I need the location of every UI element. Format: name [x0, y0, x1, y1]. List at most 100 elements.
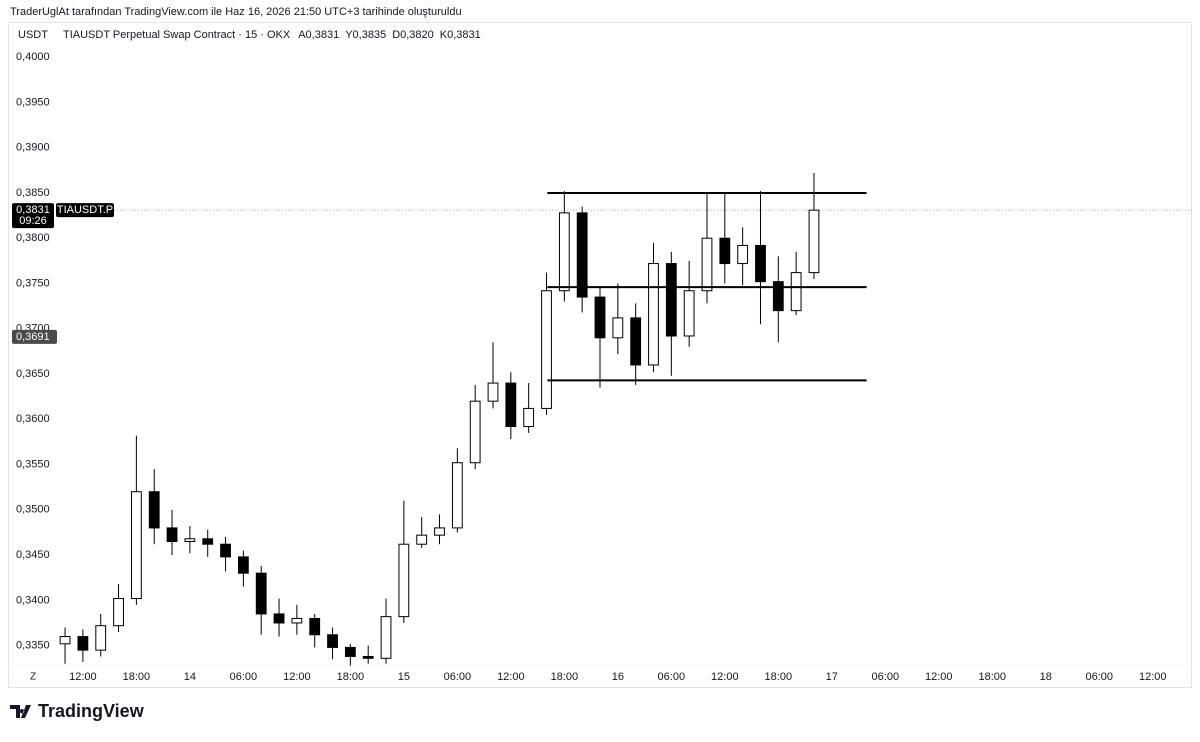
chart-title: TIAUSDT Perpetual Swap Contract · 15 · O… — [63, 29, 291, 41]
brand-logo: TradingView — [10, 701, 145, 721]
candle-body — [523, 407, 535, 428]
candle-body — [130, 491, 142, 600]
x-tick-label: 17 — [826, 671, 838, 683]
grid-layer — [8, 209, 1192, 667]
y-tick-label: 0,3500 — [16, 504, 50, 516]
x-tick-label: 06:00 — [444, 671, 472, 683]
x-tick-label: 18:00 — [551, 671, 579, 683]
x-tick-label: 06:00 — [230, 671, 258, 683]
candle-body — [451, 462, 463, 529]
x-tick-label: 12:00 — [283, 671, 311, 683]
y-tick-label: 0,3450 — [16, 549, 50, 561]
x-tick-label: 16 — [612, 671, 624, 683]
candle-body — [362, 655, 374, 659]
candle-body — [737, 244, 749, 265]
candle-body — [255, 572, 267, 615]
labels-layer: 0,40000,39500,39000,38500,38000,37500,37… — [12, 51, 1167, 683]
x-tick-label: 12:00 — [497, 671, 525, 683]
x-tick-label: 12:00 — [711, 671, 739, 683]
currency: USDT — [18, 29, 48, 41]
candle-body — [790, 272, 802, 312]
symbol-tag-box — [56, 203, 114, 218]
y-tick-label: 0,3850 — [16, 187, 50, 199]
candle-body — [380, 616, 392, 659]
y-tick-label: 0,3600 — [16, 413, 50, 425]
y-tick-label: 0,3400 — [16, 594, 50, 606]
logo-icon — [10, 705, 31, 718]
candle-body — [808, 209, 820, 274]
candle-body — [505, 382, 517, 428]
candle-body — [291, 617, 303, 624]
candle-body — [434, 527, 445, 536]
candle-body — [594, 296, 606, 339]
y-tick-label: 0,3900 — [16, 142, 50, 154]
candle-body — [665, 263, 677, 337]
candle-body — [237, 556, 249, 574]
candle-body — [327, 634, 338, 648]
candle-body — [469, 400, 481, 464]
ohlc-value: A0,3831 — [298, 29, 339, 41]
last-price-label: 0,3831 — [16, 204, 50, 216]
candle-body — [772, 281, 784, 312]
x-tick-label: 12:00 — [925, 671, 953, 683]
candle-body — [487, 382, 499, 402]
candle-body — [576, 212, 588, 298]
candle-body — [630, 317, 642, 366]
y-tick-label: 0,3650 — [16, 368, 50, 380]
candle-body — [719, 237, 731, 265]
candle-body — [59, 636, 71, 645]
candle-body — [273, 613, 285, 624]
candle-body — [416, 534, 428, 545]
candle-body — [755, 244, 766, 283]
x-tick-label: 06:00 — [658, 671, 686, 683]
candle-body — [398, 543, 410, 618]
candle-body — [648, 263, 659, 366]
candle-body — [558, 212, 570, 292]
timezone-button[interactable]: Z — [30, 672, 36, 683]
candle-body — [683, 290, 695, 337]
crosshair-price-box — [12, 329, 57, 344]
x-tick-label: 12:00 — [69, 671, 97, 683]
symbol-tag: TIAUSDT.P — [57, 204, 113, 216]
candle-body — [148, 491, 160, 529]
x-tick-label: 18:00 — [337, 671, 365, 683]
x-tick-label: 14 — [184, 671, 196, 683]
ohlc-value: D0,3820 — [392, 29, 434, 41]
x-tick-label: 18:00 — [765, 671, 793, 683]
marks-layer — [59, 173, 867, 666]
brand-name: TradingView — [38, 701, 145, 721]
x-tick-label: 18:00 — [979, 671, 1007, 683]
ohlc-legend: A0,3831 Y0,3835 D0,3820 K0,3831 — [298, 29, 481, 41]
x-tick-label: 12:00 — [1139, 671, 1167, 683]
candle-body — [166, 527, 178, 542]
candle-body — [220, 543, 231, 558]
y-tick-label: 0,3350 — [16, 640, 50, 652]
last-price-box — [12, 203, 54, 229]
candle-body — [202, 538, 214, 545]
x-tick-label: 06:00 — [872, 671, 900, 683]
ohlc-value: K0,3831 — [440, 29, 481, 41]
candle-body — [113, 598, 124, 627]
y-tick-label: 0,3950 — [16, 96, 50, 108]
caption: TraderUglAt tarafından TradingView.com i… — [10, 6, 462, 18]
crosshair-price-label: 0,3691 — [16, 331, 50, 343]
x-tick-label: 18:00 — [123, 671, 151, 683]
candle-body — [95, 625, 107, 651]
countdown: 09:26 — [19, 215, 47, 227]
candle-body — [701, 237, 713, 292]
candle-body — [184, 538, 196, 542]
y-tick-label: 0,4000 — [16, 51, 50, 63]
candle-body — [344, 646, 356, 657]
candle-body — [612, 317, 624, 339]
candle-body — [541, 290, 552, 409]
candle-body — [77, 636, 89, 651]
candle-body — [309, 617, 321, 636]
y-tick-label: 0,3800 — [16, 232, 50, 244]
y-tick-label: 0,3750 — [16, 277, 50, 289]
ohlc-value: Y0,3835 — [345, 29, 386, 41]
x-tick-label: 06:00 — [1086, 671, 1114, 683]
x-tick-label: 18 — [1040, 671, 1052, 683]
y-tick-label: 0,3550 — [16, 458, 50, 470]
